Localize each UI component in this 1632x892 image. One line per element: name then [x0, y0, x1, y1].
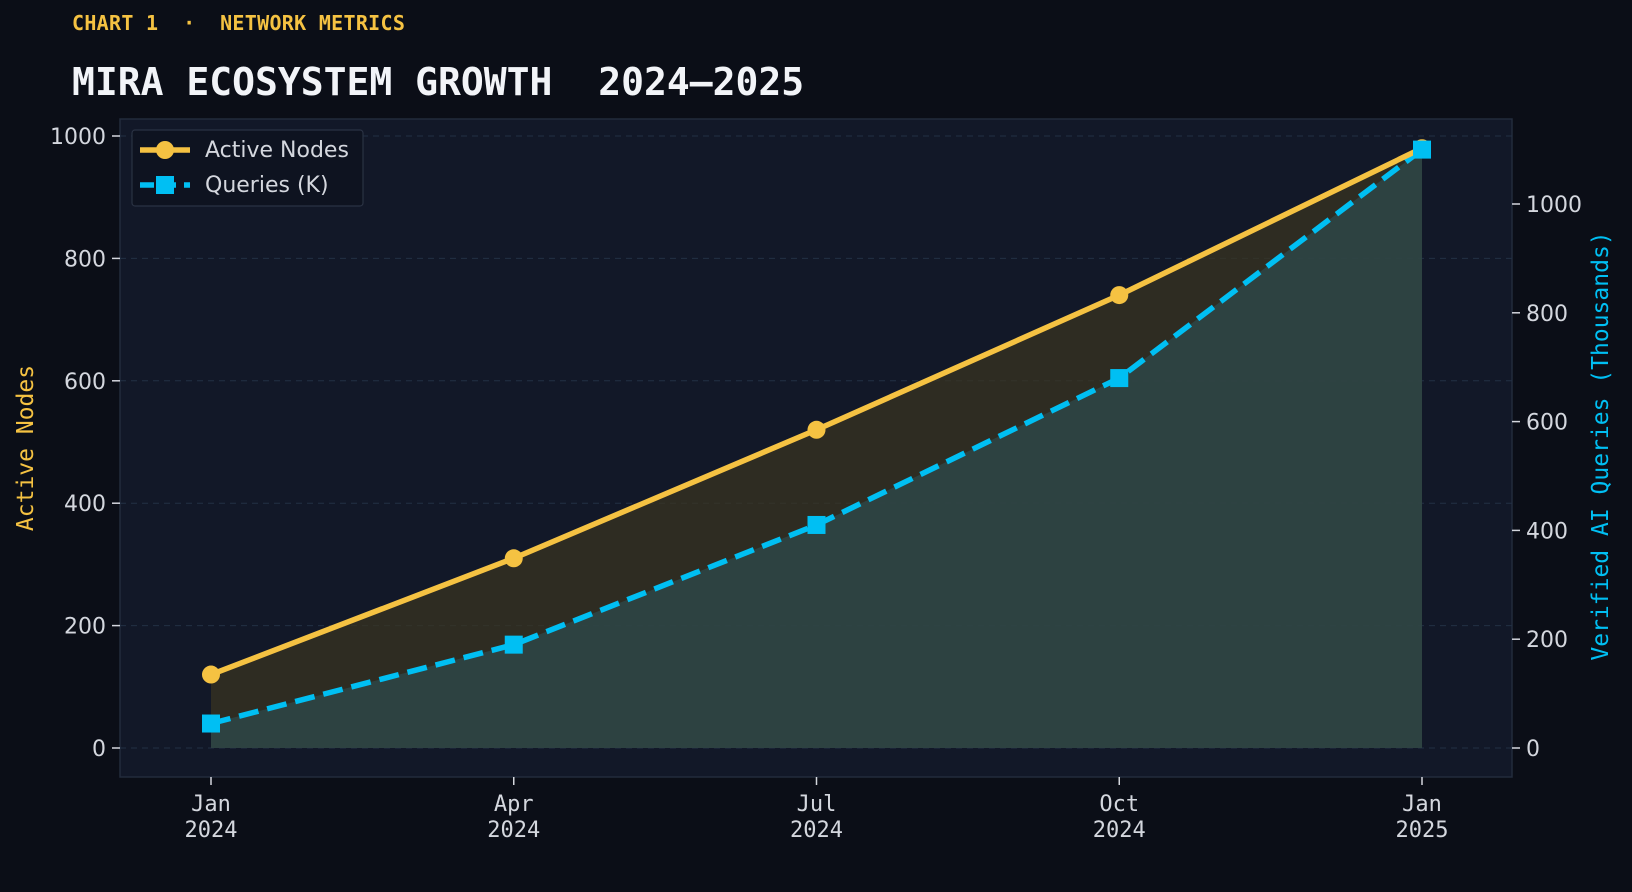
- point-active-nodes: [1110, 286, 1129, 305]
- y2-axis-label: Verified AI Queries (Thousands): [1588, 231, 1614, 660]
- y2-tick-label: 800: [1526, 302, 1568, 327]
- legend-marker-queries: [156, 176, 174, 194]
- y2-tick-label: 1000: [1526, 193, 1582, 218]
- legend: Active Nodes Queries (K): [131, 129, 364, 207]
- y-axis-label: Active Nodes: [13, 365, 39, 531]
- x-tick-label: Apr 2024: [487, 792, 540, 843]
- queries-area-fill: [211, 149, 1422, 749]
- point-queries: [1413, 140, 1431, 159]
- x-tick-label: Jul 2024: [790, 792, 843, 843]
- point-queries: [202, 714, 220, 733]
- legend-marker-active-nodes: [156, 141, 174, 159]
- point-active-nodes: [807, 420, 826, 439]
- y-tick-label: 0: [92, 737, 106, 762]
- x-tick-label: Oct 2024: [1093, 792, 1146, 843]
- y-tick-label: 200: [64, 615, 106, 640]
- x-tick-label: Jan 2024: [185, 792, 238, 843]
- point-queries: [1110, 369, 1129, 388]
- chart-kicker: CHART 1 · NETWORK METRICS: [72, 11, 406, 35]
- point-active-nodes: [504, 549, 523, 568]
- y2-tick-label: 0: [1526, 737, 1540, 762]
- point-queries: [504, 635, 523, 654]
- x-tick-label: Jan 2025: [1396, 792, 1449, 843]
- y2-tick-label: 400: [1526, 519, 1568, 544]
- y-tick-label: 800: [64, 247, 106, 272]
- legend-label-queries: Queries (K): [205, 173, 329, 198]
- y-tick-label: 1000: [50, 125, 106, 150]
- legend-label-active-nodes: Active Nodes: [205, 138, 349, 163]
- y-tick-label: 400: [64, 492, 106, 517]
- y-tick-label: 600: [64, 370, 106, 395]
- chart-title: MIRA ECOSYSTEM GROWTH 2024–2025: [72, 60, 805, 104]
- y2-tick-label: 600: [1526, 411, 1568, 436]
- y2-tick-label: 200: [1526, 628, 1568, 653]
- point-queries: [807, 515, 826, 534]
- point-active-nodes: [202, 665, 220, 684]
